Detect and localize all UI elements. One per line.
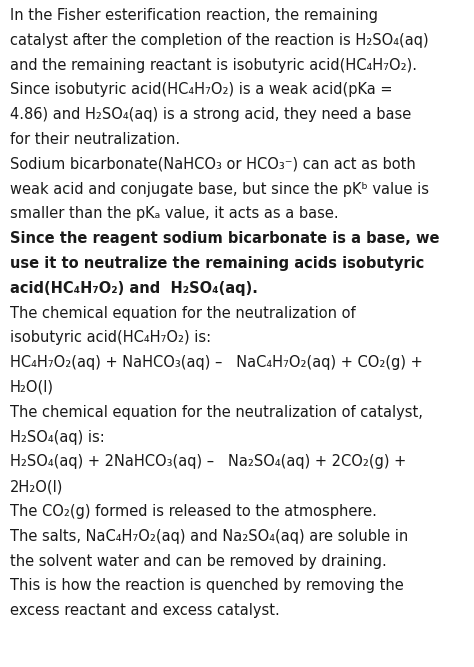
Text: HC₄H₇O₂(aq) + NaHCO₃(aq) –   NaC₄H₇O₂(aq) + CO₂(g) +: HC₄H₇O₂(aq) + NaHCO₃(aq) – NaC₄H₇O₂(aq) … <box>10 356 423 370</box>
Text: Since isobutyric acid(HC₄H₇O₂) is a weak acid(pKa =: Since isobutyric acid(HC₄H₇O₂) is a weak… <box>10 83 392 97</box>
Text: This is how the reaction is quenched by removing the: This is how the reaction is quenched by … <box>10 578 404 594</box>
Text: acid(HC₄H₇O₂) and  H₂SO₄(aq).: acid(HC₄H₇O₂) and H₂SO₄(aq). <box>10 281 258 295</box>
Text: 2H₂O(l): 2H₂O(l) <box>10 479 64 494</box>
Text: use it to neutralize the remaining acids isobutyric: use it to neutralize the remaining acids… <box>10 256 424 271</box>
Text: isobutyric acid(HC₄H₇O₂) is:: isobutyric acid(HC₄H₇O₂) is: <box>10 330 211 346</box>
Text: weak acid and conjugate base, but since the pKᵇ value is: weak acid and conjugate base, but since … <box>10 181 429 197</box>
Text: H₂SO₄(aq) + 2NaHCO₃(aq) –   Na₂SO₄(aq) + 2CO₂(g) +: H₂SO₄(aq) + 2NaHCO₃(aq) – Na₂SO₄(aq) + 2… <box>10 454 406 470</box>
Text: 4.86) and H₂SO₄(aq) is a strong acid, they need a base: 4.86) and H₂SO₄(aq) is a strong acid, th… <box>10 107 411 122</box>
Text: Since the reagent sodium bicarbonate is a base, we: Since the reagent sodium bicarbonate is … <box>10 231 439 246</box>
Text: for their neutralization.: for their neutralization. <box>10 132 180 147</box>
Text: Sodium bicarbonate(NaHCO₃ or HCO₃⁻) can act as both: Sodium bicarbonate(NaHCO₃ or HCO₃⁻) can … <box>10 157 416 172</box>
Text: In the Fisher esterification reaction, the remaining: In the Fisher esterification reaction, t… <box>10 8 378 23</box>
Text: The salts, NaC₄H₇O₂(aq) and Na₂SO₄(aq) are soluble in: The salts, NaC₄H₇O₂(aq) and Na₂SO₄(aq) a… <box>10 529 408 544</box>
Text: The CO₂(g) formed is released to the atmosphere.: The CO₂(g) formed is released to the atm… <box>10 504 377 519</box>
Text: and the remaining reactant is isobutyric acid(HC₄H₇O₂).: and the remaining reactant is isobutyric… <box>10 57 417 73</box>
Text: the solvent water and can be removed by draining.: the solvent water and can be removed by … <box>10 554 387 568</box>
Text: The chemical equation for the neutralization of: The chemical equation for the neutraliza… <box>10 305 356 321</box>
Text: The chemical equation for the neutralization of catalyst,: The chemical equation for the neutraliza… <box>10 405 423 420</box>
Text: excess reactant and excess catalyst.: excess reactant and excess catalyst. <box>10 603 280 618</box>
Text: H₂O(l): H₂O(l) <box>10 380 54 395</box>
Text: H₂SO₄(aq) is:: H₂SO₄(aq) is: <box>10 430 105 445</box>
Text: catalyst after the completion of the reaction is H₂SO₄(aq): catalyst after the completion of the rea… <box>10 33 428 48</box>
Text: smaller than the pKₐ value, it acts as a base.: smaller than the pKₐ value, it acts as a… <box>10 206 338 221</box>
